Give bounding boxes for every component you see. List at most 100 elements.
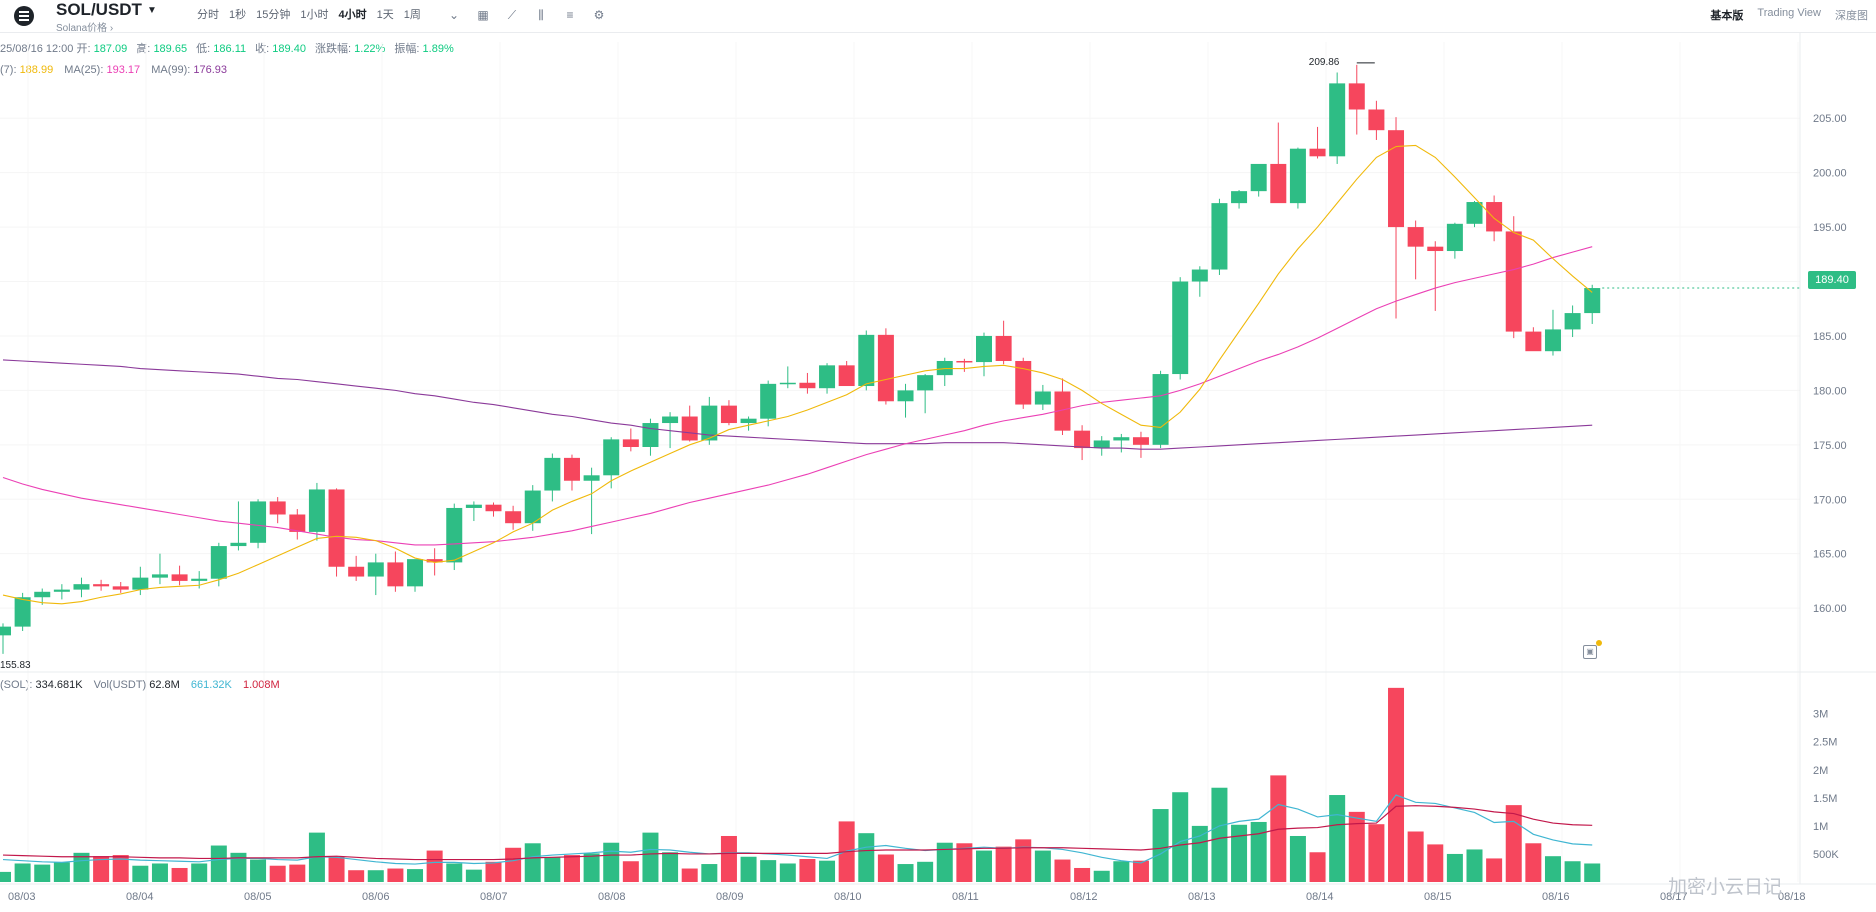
candle-body xyxy=(1388,130,1405,228)
pair-name[interactable]: SOL/USDT xyxy=(56,0,142,19)
time-axis-label: 08/12 xyxy=(1070,891,1098,903)
volume-bar xyxy=(1486,858,1503,882)
candle-time: 25/08/16 12:00 xyxy=(0,43,74,55)
candle-body xyxy=(308,489,325,532)
volume-usdt-value: 62.8M xyxy=(149,679,180,691)
close-value: 189.40 xyxy=(272,43,306,55)
candle-settings-icon[interactable]: ⫼ xyxy=(538,8,544,22)
line-chart-icon[interactable]: ⟋ xyxy=(507,8,517,22)
volume-bar xyxy=(1132,860,1149,882)
indicator-icon[interactable]: ≡ xyxy=(566,8,574,22)
price-axis-label: 165.00 xyxy=(1813,549,1847,561)
candle-body xyxy=(1407,227,1424,247)
ma7-line xyxy=(2,144,1593,605)
time-axis-label: 08/03 xyxy=(8,891,36,903)
candle-body xyxy=(1113,437,1130,441)
time-axis-label: 08/16 xyxy=(1542,891,1570,903)
tab-interval-timeline[interactable]: 分时 xyxy=(197,9,219,21)
volume-axis-label: 3M xyxy=(1813,709,1828,721)
candle-body xyxy=(1034,391,1051,405)
candle-body xyxy=(779,382,796,385)
time-axis-label: 08/18 xyxy=(1778,891,1806,903)
volume-bar xyxy=(53,862,70,882)
time-axis-label: 08/14 xyxy=(1306,891,1334,903)
time-axis-label: 08/15 xyxy=(1424,891,1452,903)
volume-bar xyxy=(583,853,600,882)
candle-body xyxy=(1564,313,1581,330)
candle-body xyxy=(171,574,188,581)
volume-bar xyxy=(1231,824,1248,882)
volume-bar xyxy=(819,860,836,882)
calendar-icon[interactable]: ▦ xyxy=(477,8,489,22)
volume-ma2-line xyxy=(2,805,1593,861)
tab-depth-chart[interactable]: 深度图 xyxy=(1835,10,1868,22)
tab-interval-1h[interactable]: 1小时 xyxy=(300,9,329,21)
tab-basic-view[interactable]: 基本版 xyxy=(1710,10,1744,22)
volume-bar xyxy=(446,863,463,882)
candle-body xyxy=(505,511,522,524)
caret-down-icon[interactable]: ▼ xyxy=(146,5,157,16)
volume-bar xyxy=(1427,844,1444,882)
volume-bar xyxy=(642,832,659,882)
volume-bar xyxy=(1015,839,1032,882)
time-axis-label: 08/04 xyxy=(126,891,154,903)
tab-interval-1w[interactable]: 1周 xyxy=(403,9,421,21)
amplitude-value: 1.89% xyxy=(422,43,454,55)
candle-body xyxy=(524,490,541,524)
candle-body xyxy=(877,334,894,402)
price-axis-label: 200.00 xyxy=(1813,168,1847,180)
volume-ma1-value: 661.32K xyxy=(190,679,232,691)
candle-body xyxy=(14,597,31,627)
volume-bar xyxy=(1329,795,1346,882)
candle-body xyxy=(603,439,620,476)
volume-bar xyxy=(760,860,777,882)
settings-icon[interactable]: ⚙ xyxy=(593,8,605,22)
candle-body xyxy=(73,584,90,590)
candle-body xyxy=(1505,231,1522,332)
volume-value: 334.681K xyxy=(35,679,83,691)
candle-body xyxy=(838,365,855,387)
pair-selector[interactable]: SOL/USDT ▼ xyxy=(56,0,157,20)
candle-body xyxy=(1211,203,1228,270)
volume-bar xyxy=(0,871,11,882)
volume-axis-label: 2.5M xyxy=(1813,737,1837,749)
top-bar: SOL/USDT ▼ Solana价格 › 分时 1秒 15分钟 1小时 4小时 … xyxy=(0,0,1876,34)
volume-bar xyxy=(1172,792,1189,882)
candle-body xyxy=(583,475,600,481)
candle-body xyxy=(151,574,168,578)
candle-body xyxy=(681,416,698,441)
candle-body xyxy=(720,405,737,424)
candle-body xyxy=(760,383,777,419)
price-axis-label: 175.00 xyxy=(1813,440,1847,452)
price-axis-label: 160.00 xyxy=(1813,603,1847,615)
tab-interval-4h[interactable]: 4小时 xyxy=(338,9,367,21)
alert-bell-icon[interactable]: ▣ xyxy=(1583,640,1602,659)
watermark: 加密小云日记 xyxy=(1668,877,1783,898)
solana-logo-icon xyxy=(14,6,34,26)
volume-bar xyxy=(132,865,149,882)
price-axis-label: 170.00 xyxy=(1813,494,1847,506)
tab-interval-15m[interactable]: 15分钟 xyxy=(256,9,291,21)
tab-tradingview[interactable]: Trading View xyxy=(1757,7,1821,19)
volume-bar xyxy=(1544,856,1561,882)
tab-interval-1d[interactable]: 1天 xyxy=(376,9,394,21)
asset-subtitle[interactable]: Solana价格 › xyxy=(56,23,114,34)
volume-bar xyxy=(995,846,1012,882)
volume-bar xyxy=(1054,859,1071,882)
candle-body xyxy=(1231,191,1248,204)
volume-bar xyxy=(191,863,208,882)
chevron-down-icon[interactable]: ⌄ xyxy=(448,8,460,22)
candle-body xyxy=(0,626,11,636)
volume-bar xyxy=(93,856,110,882)
tab-interval-1s[interactable]: 1秒 xyxy=(229,9,247,21)
ma99-line xyxy=(2,359,1593,450)
volume-bar xyxy=(701,864,718,882)
time-axis-label: 08/13 xyxy=(1188,891,1216,903)
volume-bar xyxy=(1093,870,1110,882)
volume-ma1-line xyxy=(2,794,1593,865)
volume-bar xyxy=(367,870,384,882)
candle-body xyxy=(976,335,992,363)
candle-body xyxy=(1250,163,1267,192)
low-value: 186.11 xyxy=(213,43,247,55)
